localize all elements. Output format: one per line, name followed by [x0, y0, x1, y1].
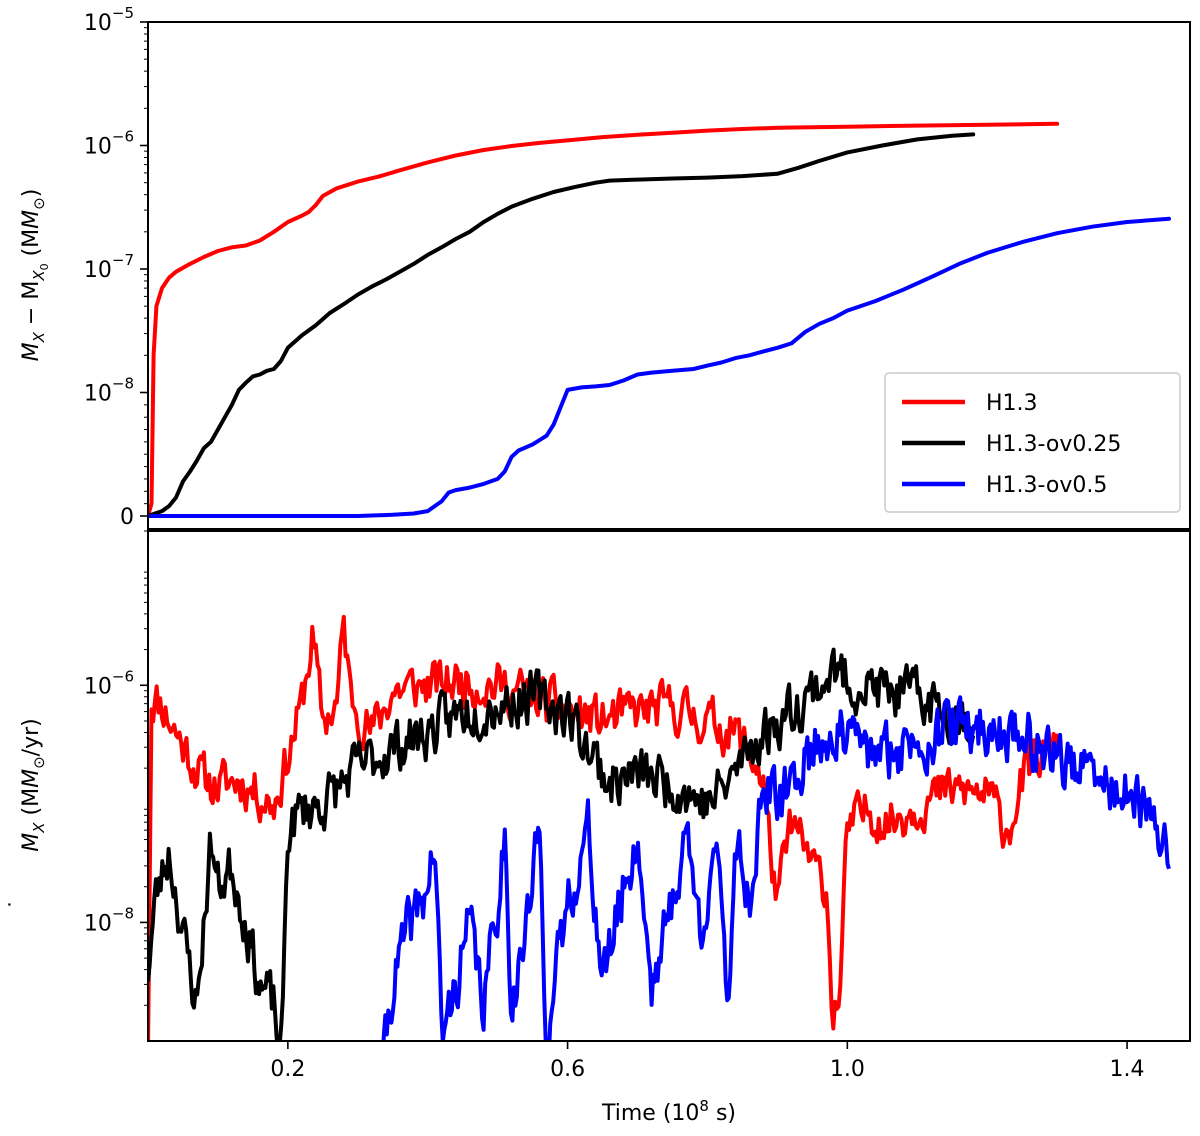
bottom-ytick-base: 10	[84, 674, 112, 699]
top-ytick-base: 10	[84, 11, 112, 36]
bottom-series-group	[148, 614, 1171, 1041]
bottom-y-axis-label: MX (MM⊙/yr)	[19, 718, 48, 851]
x-axis-label: Time (108 s)	[601, 1097, 736, 1126]
bottom-xtick-label: 0.6	[550, 1057, 585, 1082]
top-ytick-base: 10	[84, 258, 112, 283]
xlabel-post: s)	[709, 1101, 736, 1126]
bottom-ylabel-sub1: X	[30, 822, 48, 834]
top-ytick-exp: −5	[112, 4, 134, 22]
legend-label-h13: H1.3	[986, 391, 1038, 416]
legend-box	[884, 372, 1181, 513]
bottom-ylabel-unit-m: M	[19, 769, 44, 788]
top-ytick-label: 0	[120, 505, 134, 530]
bottom-ytick-exp: −6	[112, 667, 134, 685]
top-ytick-base: 10	[84, 382, 112, 407]
legend-label-ov05: H1.3-ov0.5	[986, 473, 1107, 498]
top-ytick-label: 10−8	[84, 375, 134, 407]
bottom-xtick-label: 1.4	[1110, 1057, 1145, 1082]
bottom-ylabel-dot: ˙	[6, 899, 31, 910]
top-y-axis-label: MX − MX0 (MM⊙)	[19, 189, 51, 362]
bottom-series-line-1	[148, 647, 976, 1041]
bottom-x-ticks: 0.2 0.6 1.0 1.4	[270, 1041, 1145, 1082]
bottom-ylabel-unit-post: /yr)	[19, 718, 44, 756]
top-panel: 010−810−710−610−5 MX − MX0 (MM⊙) H1.3 H1…	[19, 4, 1191, 530]
bottom-xtick-label: 0.2	[270, 1057, 305, 1082]
legend-label-ov025: H1.3-ov0.25	[986, 432, 1121, 457]
bottom-panel: 10−810−6 0.2 0.6 1.0 1.4 MX (MM⊙/yr) ˙ Time…	[6, 530, 1191, 1126]
bottom-ylabel-main: M	[19, 833, 44, 852]
top-series-line-2	[148, 216, 1171, 518]
bottom-xtick-label: 1.0	[830, 1057, 865, 1082]
bottom-ytick-label: 10−8	[84, 904, 134, 936]
top-series-line-1	[148, 132, 976, 518]
top-series-line-0	[148, 121, 1060, 518]
top-axes-frame	[147, 21, 1191, 530]
top-ytick-exp: −7	[112, 251, 134, 269]
bottom-ylabel-unit-sym: ⊙	[30, 756, 48, 769]
bottom-ylabel-unit-pre: (M	[19, 788, 44, 823]
bottom-ytick-exp: −8	[112, 904, 134, 922]
top-ytick-exp: −6	[112, 128, 134, 146]
top-ylabel-sub1: X	[30, 331, 48, 343]
top-ytick-label: 10−6	[84, 128, 134, 160]
legend: H1.3 H1.3-ov0.25 H1.3-ov0.5	[884, 372, 1181, 513]
top-ylabel-mid: − M	[19, 281, 44, 332]
top-ylabel-main: M	[19, 342, 44, 361]
top-ytick-base: 10	[84, 135, 112, 160]
top-ylabel-unit-pre: (M	[19, 229, 44, 264]
xlabel-exp: 8	[699, 1097, 709, 1115]
bottom-y-ticks: 10−810−6	[84, 530, 148, 1006]
bottom-ytick-base: 10	[84, 911, 112, 936]
top-ytick-base: 0	[120, 505, 134, 530]
top-ylabel-unit-sym: ⊙	[30, 197, 48, 210]
top-ytick-label: 10−7	[84, 251, 134, 283]
bottom-ytick-label: 10−6	[84, 667, 134, 699]
bottom-series-line-2	[381, 695, 1171, 1041]
bottom-axes-frame	[147, 530, 1191, 1042]
top-ylabel-unit-m: M	[19, 210, 44, 229]
top-ytick-label: 10−5	[84, 4, 134, 36]
top-ytick-exp: −8	[112, 375, 134, 393]
top-ylabel-sub2: X	[30, 270, 48, 282]
top-ylabel-unit-post: )	[19, 189, 44, 198]
top-y-ticks: 010−810−710−610−5	[84, 4, 148, 530]
top-series-group	[148, 121, 1171, 518]
bottom-series-line-0	[148, 614, 1060, 1041]
top-ylabel-sub2sub: 0	[38, 263, 51, 270]
xlabel-main: Time (10	[601, 1101, 699, 1126]
